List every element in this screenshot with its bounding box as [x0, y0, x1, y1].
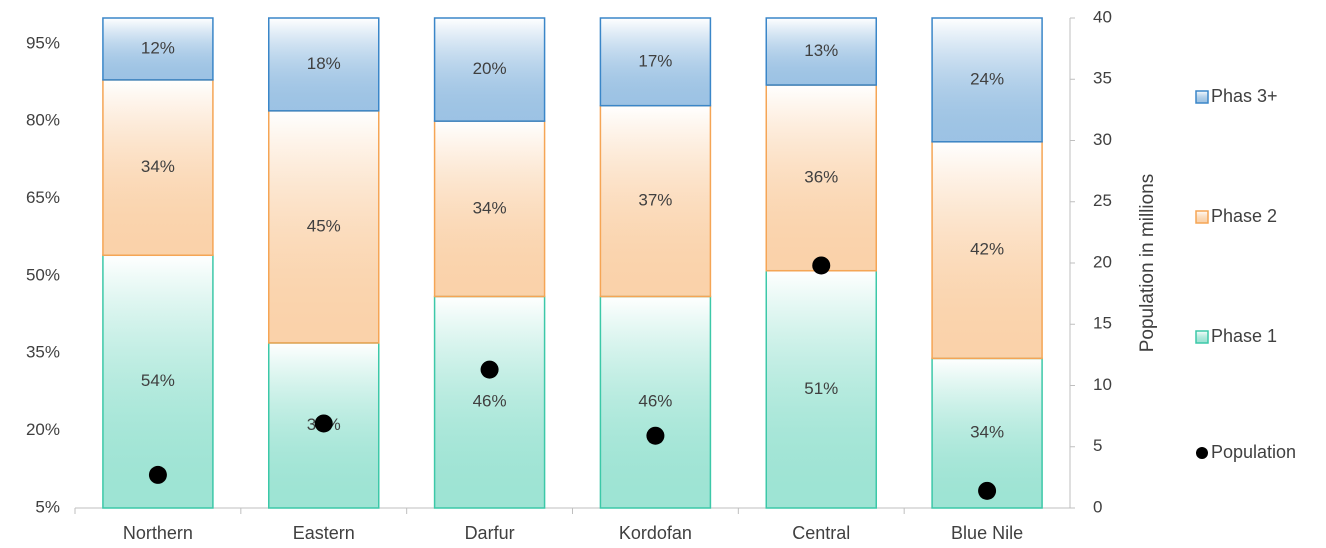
- population-dot: [812, 256, 831, 275]
- bar-segment: [268, 17, 380, 112]
- bar-segment: [433, 120, 546, 298]
- bar-segment: [599, 295, 712, 509]
- population-dot: [646, 426, 665, 445]
- y2-tick-label: 15: [1093, 314, 1112, 333]
- data-label: 36%: [804, 167, 838, 186]
- y-tick-label: 95%: [26, 33, 60, 52]
- y2-tick-label: 20: [1093, 252, 1112, 271]
- data-label: 12%: [141, 38, 175, 57]
- bar-segment: [599, 17, 712, 107]
- data-label: 20%: [473, 59, 507, 78]
- bar-segment: [765, 84, 877, 272]
- legend-marker: [1195, 330, 1209, 344]
- data-label: 34%: [141, 157, 175, 176]
- bar-segment: [765, 269, 877, 509]
- y-tick-label: 5%: [35, 497, 60, 516]
- population-dot: [978, 481, 997, 500]
- y-tick-label: 35%: [26, 343, 60, 362]
- population-dot: [148, 465, 167, 484]
- data-label: 54%: [141, 371, 175, 390]
- y-tick-label: 50%: [26, 265, 60, 284]
- data-label: 34%: [473, 198, 507, 217]
- legend-label: Population: [1211, 442, 1296, 462]
- data-label: 17%: [638, 51, 672, 70]
- bar-segment: [102, 79, 214, 257]
- data-label: 34%: [970, 423, 1004, 442]
- legend-label: Phas 3+: [1211, 86, 1278, 106]
- y2-tick-label: 0: [1093, 497, 1102, 516]
- x-tick-label: Kordofan: [619, 523, 692, 543]
- bar-segment: [433, 295, 546, 509]
- data-label: 24%: [970, 69, 1004, 88]
- y2-tick-label: 30: [1093, 130, 1112, 149]
- data-label: 46%: [473, 392, 507, 411]
- data-label: 13%: [804, 41, 838, 60]
- x-tick-label: Blue Nile: [951, 523, 1023, 543]
- data-label: 37%: [638, 191, 672, 210]
- data-label: 42%: [970, 240, 1004, 259]
- bar-segment: [268, 110, 380, 344]
- population-dot: [480, 360, 499, 379]
- y2-tick-label: 5: [1093, 436, 1102, 455]
- y-tick-label: 80%: [26, 111, 60, 130]
- legend-marker: [1195, 90, 1209, 104]
- y2-tick-label: 10: [1093, 375, 1112, 394]
- y2-tick-label: 25: [1093, 191, 1112, 210]
- y-tick-label: 65%: [26, 188, 60, 207]
- x-tick-label: Darfur: [465, 523, 515, 543]
- bar-segment: [931, 17, 1043, 143]
- y-tick-label: 20%: [26, 420, 60, 439]
- bar-segment: [102, 254, 214, 509]
- data-label: 51%: [804, 379, 838, 398]
- legend-label: Phase 2: [1211, 206, 1277, 226]
- legend-marker: [1195, 210, 1209, 224]
- legend-label: Phase 1: [1211, 326, 1277, 346]
- x-tick-label: Eastern: [293, 523, 355, 543]
- bar-segment: [433, 17, 546, 122]
- data-label: 45%: [307, 216, 341, 235]
- population-dot: [314, 414, 333, 433]
- data-label: 46%: [638, 392, 672, 411]
- data-label: 18%: [307, 54, 341, 73]
- y2-tick-label: 40: [1093, 7, 1112, 26]
- x-tick-label: Northern: [123, 523, 193, 543]
- y2-tick-label: 35: [1093, 69, 1112, 88]
- bar-segment: [102, 17, 214, 81]
- legend-marker: [1196, 447, 1208, 459]
- y2-axis-title: Population in millions: [1137, 174, 1158, 353]
- x-tick-label: Central: [792, 523, 850, 543]
- bar-segment: [765, 17, 877, 86]
- bar-segment: [599, 104, 712, 298]
